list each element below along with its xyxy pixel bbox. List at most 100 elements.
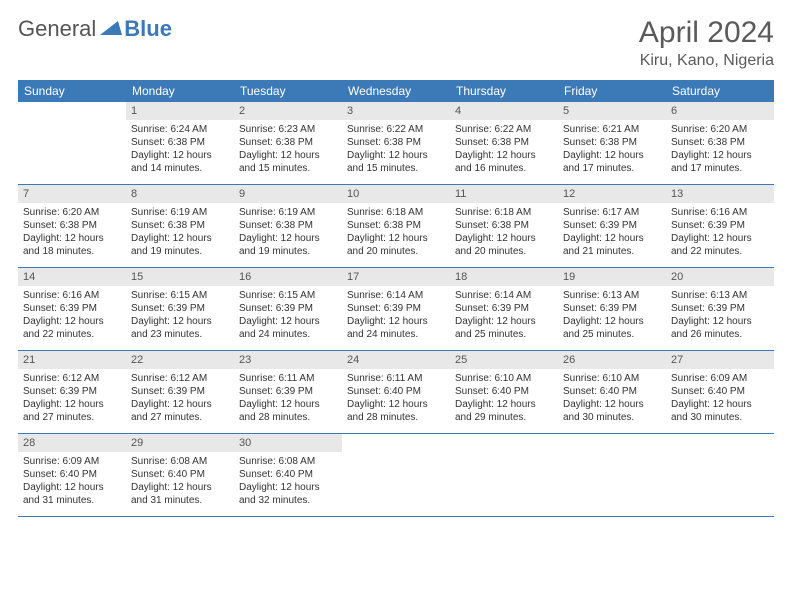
day-cell: 19Sunrise: 6:13 AMSunset: 6:39 PMDayligh… (558, 268, 666, 350)
sunset-text: Sunset: 6:39 PM (563, 302, 661, 315)
day-number: 29 (126, 434, 234, 452)
day-cell: 6Sunrise: 6:20 AMSunset: 6:38 PMDaylight… (666, 102, 774, 184)
day-number: 16 (234, 268, 342, 286)
week-row: 21Sunrise: 6:12 AMSunset: 6:39 PMDayligh… (18, 351, 774, 434)
sunset-text: Sunset: 6:39 PM (131, 385, 229, 398)
sunset-text: Sunset: 6:40 PM (131, 468, 229, 481)
sunrise-text: Sunrise: 6:20 AM (671, 123, 769, 136)
daylight-text: Daylight: 12 hours and 28 minutes. (239, 398, 337, 424)
day-number: 28 (18, 434, 126, 452)
sunset-text: Sunset: 6:40 PM (563, 385, 661, 398)
day-number: 3 (342, 102, 450, 120)
day-cell: 0 (18, 102, 126, 184)
sunset-text: Sunset: 6:38 PM (131, 136, 229, 149)
sunrise-text: Sunrise: 6:13 AM (563, 289, 661, 302)
daylight-text: Daylight: 12 hours and 20 minutes. (347, 232, 445, 258)
day-cell: 12Sunrise: 6:17 AMSunset: 6:39 PMDayligh… (558, 185, 666, 267)
daylight-text: Daylight: 12 hours and 30 minutes. (563, 398, 661, 424)
day-cell: 9Sunrise: 6:19 AMSunset: 6:38 PMDaylight… (234, 185, 342, 267)
daylight-text: Daylight: 12 hours and 18 minutes. (23, 232, 121, 258)
daylight-text: Daylight: 12 hours and 22 minutes. (23, 315, 121, 341)
daylight-text: Daylight: 12 hours and 27 minutes. (131, 398, 229, 424)
daylight-text: Daylight: 12 hours and 17 minutes. (563, 149, 661, 175)
day-body: Sunrise: 6:16 AMSunset: 6:39 PMDaylight:… (18, 286, 126, 346)
sunrise-text: Sunrise: 6:19 AM (131, 206, 229, 219)
day-cell: 26Sunrise: 6:10 AMSunset: 6:40 PMDayligh… (558, 351, 666, 433)
sunset-text: Sunset: 6:39 PM (131, 302, 229, 315)
sunrise-text: Sunrise: 6:15 AM (131, 289, 229, 302)
weekday-header: Thursday (450, 80, 558, 102)
day-body: Sunrise: 6:17 AMSunset: 6:39 PMDaylight:… (558, 203, 666, 263)
daylight-text: Daylight: 12 hours and 32 minutes. (239, 481, 337, 507)
day-number: 24 (342, 351, 450, 369)
brand-triangle-icon (100, 19, 122, 40)
daylight-text: Daylight: 12 hours and 27 minutes. (23, 398, 121, 424)
sunrise-text: Sunrise: 6:21 AM (563, 123, 661, 136)
day-number: 27 (666, 351, 774, 369)
daylight-text: Daylight: 12 hours and 26 minutes. (671, 315, 769, 341)
day-body: Sunrise: 6:11 AMSunset: 6:39 PMDaylight:… (234, 369, 342, 429)
day-cell: 0 (558, 434, 666, 516)
sunset-text: Sunset: 6:38 PM (455, 219, 553, 232)
day-body: Sunrise: 6:09 AMSunset: 6:40 PMDaylight:… (666, 369, 774, 429)
day-number: 8 (126, 185, 234, 203)
day-cell: 17Sunrise: 6:14 AMSunset: 6:39 PMDayligh… (342, 268, 450, 350)
sunrise-text: Sunrise: 6:20 AM (23, 206, 121, 219)
weekday-header: Wednesday (342, 80, 450, 102)
day-body: Sunrise: 6:10 AMSunset: 6:40 PMDaylight:… (558, 369, 666, 429)
day-number: 11 (450, 185, 558, 203)
weekday-header: Monday (126, 80, 234, 102)
sunrise-text: Sunrise: 6:19 AM (239, 206, 337, 219)
daylight-text: Daylight: 12 hours and 23 minutes. (131, 315, 229, 341)
day-number: 5 (558, 102, 666, 120)
day-cell: 16Sunrise: 6:15 AMSunset: 6:39 PMDayligh… (234, 268, 342, 350)
brand-blue: Blue (124, 16, 172, 42)
daylight-text: Daylight: 12 hours and 15 minutes. (347, 149, 445, 175)
day-number: 2 (234, 102, 342, 120)
day-cell: 7Sunrise: 6:20 AMSunset: 6:38 PMDaylight… (18, 185, 126, 267)
month-title: April 2024 (639, 16, 774, 50)
day-number: 4 (450, 102, 558, 120)
weekday-header: Friday (558, 80, 666, 102)
sunrise-text: Sunrise: 6:16 AM (23, 289, 121, 302)
day-body: Sunrise: 6:12 AMSunset: 6:39 PMDaylight:… (126, 369, 234, 429)
sunrise-text: Sunrise: 6:11 AM (239, 372, 337, 385)
sunrise-text: Sunrise: 6:16 AM (671, 206, 769, 219)
daylight-text: Daylight: 12 hours and 24 minutes. (239, 315, 337, 341)
daylight-text: Daylight: 12 hours and 25 minutes. (563, 315, 661, 341)
weekday-header: Sunday (18, 80, 126, 102)
daylight-text: Daylight: 12 hours and 31 minutes. (23, 481, 121, 507)
brand-general: General (18, 16, 96, 42)
daylight-text: Daylight: 12 hours and 16 minutes. (455, 149, 553, 175)
day-cell: 24Sunrise: 6:11 AMSunset: 6:40 PMDayligh… (342, 351, 450, 433)
sunset-text: Sunset: 6:40 PM (347, 385, 445, 398)
sunrise-text: Sunrise: 6:11 AM (347, 372, 445, 385)
sunrise-text: Sunrise: 6:15 AM (239, 289, 337, 302)
sunset-text: Sunset: 6:40 PM (671, 385, 769, 398)
day-body: Sunrise: 6:15 AMSunset: 6:39 PMDaylight:… (234, 286, 342, 346)
day-cell: 22Sunrise: 6:12 AMSunset: 6:39 PMDayligh… (126, 351, 234, 433)
day-cell: 0 (666, 434, 774, 516)
sunrise-text: Sunrise: 6:09 AM (671, 372, 769, 385)
day-body: Sunrise: 6:24 AMSunset: 6:38 PMDaylight:… (126, 120, 234, 180)
day-body: Sunrise: 6:14 AMSunset: 6:39 PMDaylight:… (342, 286, 450, 346)
sunset-text: Sunset: 6:38 PM (131, 219, 229, 232)
day-body: Sunrise: 6:10 AMSunset: 6:40 PMDaylight:… (450, 369, 558, 429)
sunset-text: Sunset: 6:39 PM (455, 302, 553, 315)
sunrise-text: Sunrise: 6:14 AM (347, 289, 445, 302)
sunset-text: Sunset: 6:39 PM (239, 385, 337, 398)
day-cell: 14Sunrise: 6:16 AMSunset: 6:39 PMDayligh… (18, 268, 126, 350)
day-cell: 25Sunrise: 6:10 AMSunset: 6:40 PMDayligh… (450, 351, 558, 433)
sunset-text: Sunset: 6:38 PM (563, 136, 661, 149)
sunrise-text: Sunrise: 6:10 AM (563, 372, 661, 385)
daylight-text: Daylight: 12 hours and 24 minutes. (347, 315, 445, 341)
day-body: Sunrise: 6:11 AMSunset: 6:40 PMDaylight:… (342, 369, 450, 429)
day-number: 14 (18, 268, 126, 286)
sunrise-text: Sunrise: 6:14 AM (455, 289, 553, 302)
sunset-text: Sunset: 6:39 PM (347, 302, 445, 315)
day-cell: 21Sunrise: 6:12 AMSunset: 6:39 PMDayligh… (18, 351, 126, 433)
day-number: 30 (234, 434, 342, 452)
day-number: 25 (450, 351, 558, 369)
day-body: Sunrise: 6:22 AMSunset: 6:38 PMDaylight:… (342, 120, 450, 180)
sunset-text: Sunset: 6:39 PM (671, 302, 769, 315)
